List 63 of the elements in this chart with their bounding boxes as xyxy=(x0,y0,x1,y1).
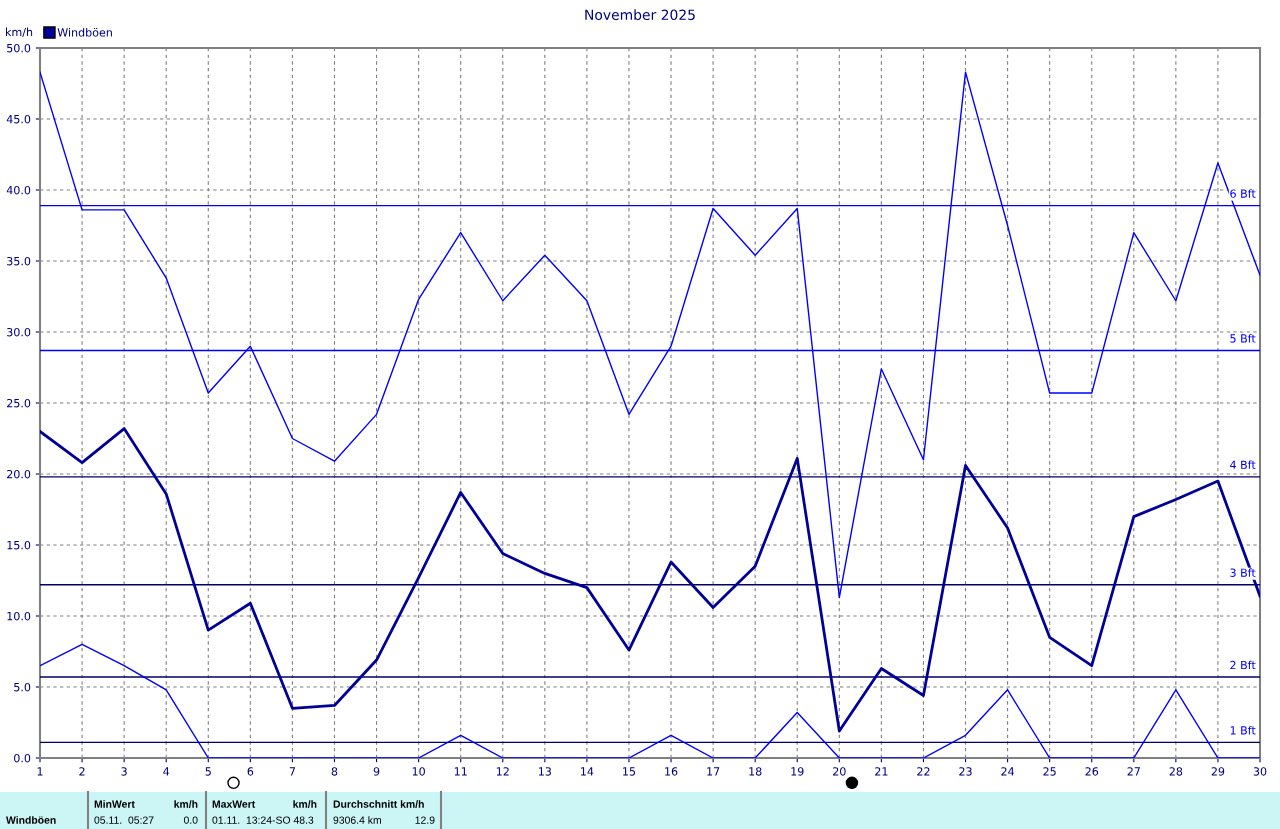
x-tick-label: 6 xyxy=(247,767,254,776)
y-tick-label: 15.0 xyxy=(7,540,31,550)
x-tick-label: 3 xyxy=(121,767,127,776)
x-tick-label: 11 xyxy=(454,767,467,776)
text: 0.0 xyxy=(183,816,198,824)
text: 05.11. 05:27 xyxy=(94,816,154,824)
y-tick-label: 0.0 xyxy=(14,753,31,763)
x-tick-label: 12 xyxy=(496,767,509,776)
text: 01.11. 13:24-SO 48.3 xyxy=(212,816,314,824)
x-tick-label: 5 xyxy=(205,767,211,776)
y-tick-label: 45.0 xyxy=(6,114,31,124)
x-tick-label: 26 xyxy=(1085,767,1099,776)
legend-label: Windböen xyxy=(57,28,112,37)
x-tick-label: 9 xyxy=(373,767,380,776)
text: MaxWert xyxy=(212,800,256,808)
x-tick-label: 28 xyxy=(1169,767,1183,776)
text: Durchschnitt km/h xyxy=(333,800,424,808)
y-tick-label: 25.0 xyxy=(7,398,31,408)
x-tick-label: 8 xyxy=(331,767,338,776)
x-tick-label: 24 xyxy=(1001,767,1015,776)
text: 9306.4 km xyxy=(333,816,381,824)
ref-line-label: 4 Bft xyxy=(1230,460,1256,469)
x-tick-label: 17 xyxy=(707,767,720,776)
x-tick-label: 29 xyxy=(1211,767,1225,776)
ref-line-label: 3 Bft xyxy=(1230,568,1256,577)
x-tick-label: 30 xyxy=(1253,767,1267,776)
y-tick-label: 35.0 xyxy=(7,256,31,266)
x-tick-label: 25 xyxy=(1043,767,1056,776)
text: km/h xyxy=(174,800,198,808)
y-tick-label: 5.0 xyxy=(14,682,31,692)
y-tick-label: 20.0 xyxy=(7,469,31,479)
line-series xyxy=(40,427,1260,733)
x-tick-label: 13 xyxy=(538,767,552,776)
x-tick-label: 19 xyxy=(791,767,804,776)
x-tick-label: 23 xyxy=(959,767,972,776)
x-tick-label: 20 xyxy=(833,767,846,776)
y-tick-label: 40.0 xyxy=(6,185,31,195)
text: km/h xyxy=(293,800,317,808)
x-tick-label: 16 xyxy=(665,767,678,776)
x-tick-label: 14 xyxy=(581,767,594,776)
y-tick-label: 50.0 xyxy=(7,43,31,53)
x-tick-label: 7 xyxy=(289,767,295,776)
ref-line-label: 5 Bft xyxy=(1230,334,1256,343)
line-series xyxy=(40,71,1260,599)
x-tick-label: 10 xyxy=(412,767,425,776)
x-tick-label: 2 xyxy=(79,767,85,776)
x-tick-label: 18 xyxy=(749,767,762,776)
x-tick-label: 27 xyxy=(1127,767,1140,776)
y-axis-title: km/h xyxy=(6,27,33,38)
text: 12.9 xyxy=(415,816,435,824)
y-tick-label: 10.0 xyxy=(7,611,31,621)
chart-title: November 2025 xyxy=(585,9,695,21)
text: MinWert xyxy=(94,800,135,808)
x-tick-label: 22 xyxy=(917,767,930,776)
ref-line-label: 2 Bft xyxy=(1230,660,1256,670)
x-tick-label: 4 xyxy=(163,767,170,776)
x-tick-label: 21 xyxy=(875,767,888,776)
x-tick-label: 15 xyxy=(623,767,636,776)
ref-line-label: 1 Bft xyxy=(1230,725,1256,735)
y-tick-label: 30.0 xyxy=(7,327,31,337)
x-tick-label: 1 xyxy=(37,767,43,776)
text: Windböen xyxy=(6,816,56,824)
ref-line-label: 6 Bft xyxy=(1230,189,1256,198)
